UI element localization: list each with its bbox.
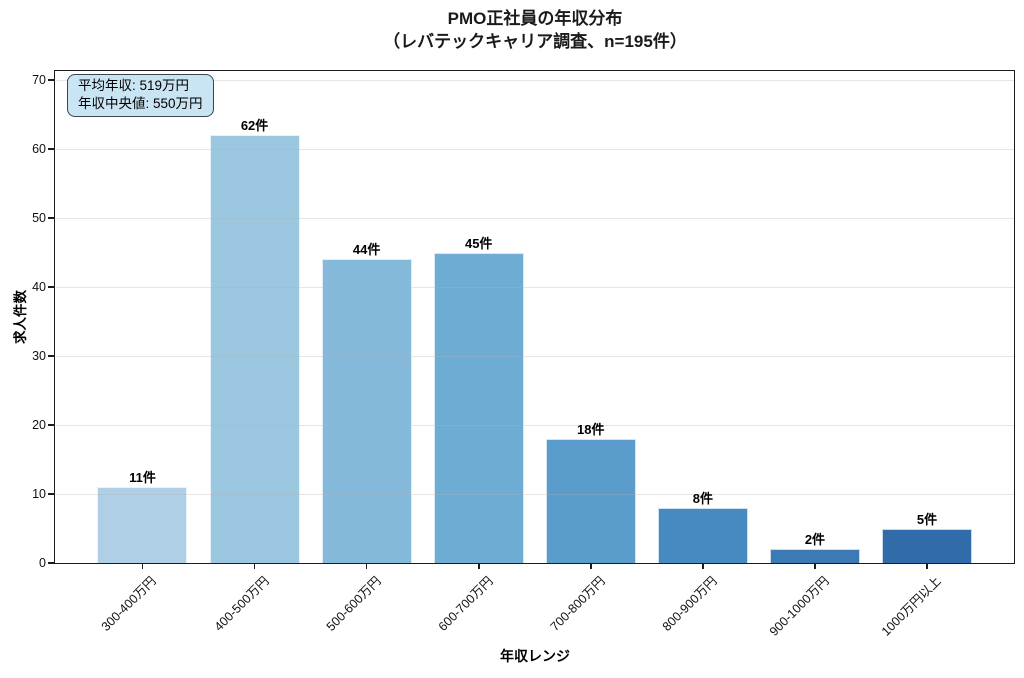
y-tick-mark <box>48 286 54 288</box>
stats-annotation: 平均年収: 519万円 年収中央値: 550万円 <box>67 74 214 117</box>
bar-value-label: 45件 <box>464 235 493 251</box>
bar-value-label: 8件 <box>692 490 713 506</box>
y-tick-label: 10 <box>32 487 46 501</box>
y-axis-label: 求人件数 <box>13 290 28 344</box>
bar-value-label: 44件 <box>352 242 381 258</box>
average-salary-text: 平均年収: 519万円 <box>78 78 190 93</box>
y-tick-mark <box>48 148 54 150</box>
y-tick-mark <box>48 355 54 357</box>
bar <box>97 487 188 563</box>
y-gridline <box>56 356 1014 357</box>
x-tick-mark <box>253 563 256 569</box>
x-tick-mark <box>365 563 368 569</box>
y-tick-mark <box>48 217 54 219</box>
y-tick-mark <box>48 493 54 495</box>
y-tick-label: 40 <box>32 280 46 294</box>
y-tick-label: 70 <box>32 73 46 87</box>
y-gridline <box>56 149 1014 150</box>
bar <box>433 252 524 563</box>
y-gridline <box>56 494 1014 495</box>
y-gridline <box>56 218 1014 219</box>
y-tick-label: 0 <box>39 556 46 570</box>
y-tick-label: 60 <box>32 142 46 156</box>
bar <box>321 259 412 563</box>
plot-area <box>54 70 1015 564</box>
bar-value-label: 62件 <box>240 118 269 134</box>
x-tick-mark <box>141 563 144 569</box>
x-tick-mark <box>814 563 816 569</box>
bar <box>882 528 973 563</box>
x-axis-label: 年収レンジ <box>500 648 570 664</box>
bar <box>769 549 860 563</box>
bar <box>209 135 300 563</box>
y-tick-mark <box>48 562 54 564</box>
y-tick-label: 20 <box>32 418 46 432</box>
bar-value-label: 18件 <box>577 421 605 437</box>
bar-value-label: 11件 <box>129 470 156 486</box>
chart-title-line-2: （レバテックキャリア調査、n=195件） <box>383 32 687 51</box>
bar-value-label: 5件 <box>916 511 938 527</box>
y-tick-mark <box>48 424 54 426</box>
bar-value-label: 2件 <box>804 532 826 548</box>
chart-title: PMO正社員の年収分布 （レバテックキャリア調査、n=195件） <box>55 7 1015 53</box>
x-tick-mark <box>702 563 704 569</box>
bar <box>545 438 636 563</box>
y-tick-mark <box>48 79 54 81</box>
x-tick-mark <box>926 563 928 569</box>
y-gridline <box>56 287 1014 288</box>
chart-title-line-1: PMO正社員の年収分布 <box>447 9 623 28</box>
x-tick-mark <box>589 563 592 569</box>
y-gridline <box>56 425 1014 426</box>
y-tick-label: 50 <box>32 211 46 225</box>
y-tick-label: 30 <box>32 349 46 363</box>
bar <box>657 507 748 563</box>
median-salary-text: 年収中央値: 550万円 <box>78 96 203 111</box>
x-tick-mark <box>477 563 480 569</box>
